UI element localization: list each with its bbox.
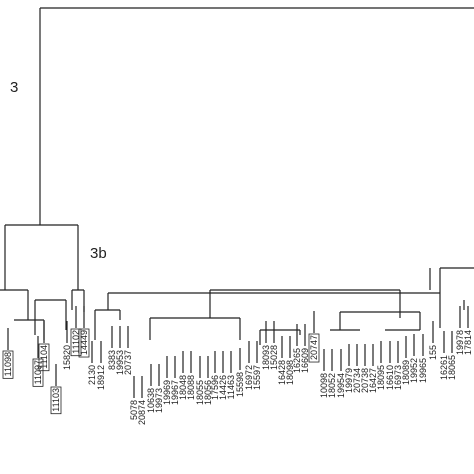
leaf-label: 19965 (418, 358, 428, 383)
leaf-label: 15820 (62, 345, 72, 370)
leaf-label: 16428 (277, 360, 287, 385)
leaf-label: 16973 (393, 365, 403, 390)
leaf-label: 16972 (244, 365, 254, 390)
leaf-label: 17814 (463, 330, 473, 355)
branch (94, 267, 474, 340)
leaf-label: 19973 (154, 388, 164, 413)
leaf-box (2, 350, 14, 379)
leaf-label: 11104 (39, 345, 49, 369)
leaf-label: 2130 (87, 365, 97, 385)
leaf-label: 20747 (309, 335, 319, 360)
leaf-label: 14449 (79, 330, 89, 355)
leaf-label: 18088 (186, 375, 196, 400)
leaf-label: 19969 (162, 380, 172, 405)
leaf-box (308, 333, 320, 363)
leaf-label: 11102 (71, 330, 81, 354)
leaf-label: 8383 (107, 350, 117, 370)
leaf-label: 11103 (51, 388, 61, 412)
leaf-box (32, 358, 44, 387)
leaf-label: 20734 (352, 368, 362, 393)
leaf-label: 16610 (385, 365, 395, 390)
leaf-label: 5078 (129, 400, 139, 420)
leaf-label: 18098 (285, 360, 295, 385)
node-label: 3b (90, 245, 107, 262)
branch (149, 289, 465, 345)
leaf-label: 16261 (439, 355, 449, 380)
leaf-box (70, 328, 82, 357)
leaf-label: 11098 (3, 352, 13, 376)
leaf-label: 20737 (123, 350, 133, 375)
leaf-label: 16265 (292, 348, 302, 373)
branch (4, 7, 474, 290)
leaf-box (50, 386, 62, 415)
leaf-label: 19978 (455, 330, 465, 355)
leaf-label: 18912 (96, 365, 106, 390)
leaf-label: 15598 (235, 372, 245, 397)
leaf-label: 18048 (178, 375, 188, 400)
leaf-label: 16427 (368, 368, 378, 393)
leaf-label: 18052 (327, 373, 337, 398)
leaf-label: 11097 (33, 360, 43, 384)
leaf-label: 18055 (195, 380, 205, 405)
branches (0, 7, 474, 345)
leaf-label: 10638 (146, 388, 156, 413)
leaf-label: 17596 (210, 375, 220, 400)
leaf-label: 20738 (360, 368, 370, 393)
leaf-box (78, 328, 90, 358)
leaf-label: 15028 (269, 345, 279, 370)
leaf-label: 19952 (409, 358, 419, 383)
leaf-label: 11463 (226, 375, 236, 399)
node-label: 3 (10, 79, 18, 96)
leaf-label: 10098 (319, 373, 329, 398)
leaf-label: 15597 (252, 365, 262, 390)
leaf-box (38, 343, 50, 372)
leaf-label: 18089 (401, 360, 411, 385)
leaf-label: 18095 (376, 365, 386, 390)
leaf-label: 20874 (137, 400, 147, 425)
leaf-label: 19953 (115, 350, 125, 375)
leaf-label: 16609 (300, 348, 310, 373)
leaf-label: 18093 (261, 345, 271, 370)
leaf-label: 19967 (170, 380, 180, 405)
leaf-label: 18056 (203, 380, 213, 405)
leaf-label: 14426 (218, 375, 228, 400)
leaf-label: 155 (428, 345, 438, 360)
leaf-label: 18065 (447, 355, 457, 380)
leaf-label: 19954 (336, 373, 346, 398)
leaf-label: 19979 (344, 368, 354, 393)
